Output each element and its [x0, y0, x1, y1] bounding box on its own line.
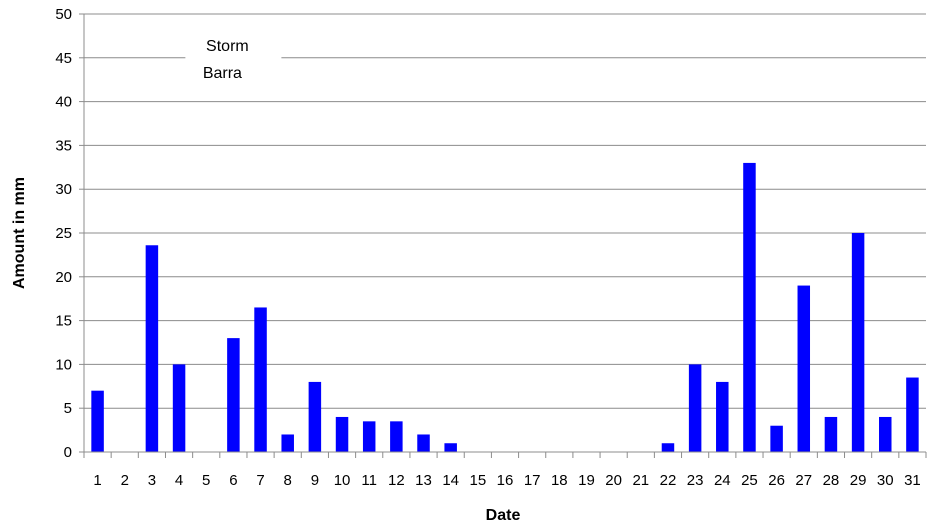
x-tick-label: 28: [823, 472, 840, 489]
bar-14: [444, 443, 457, 452]
y-tick-label: 5: [64, 400, 72, 417]
bars: [91, 162, 919, 453]
x-tick-label: 18: [551, 472, 568, 489]
x-tick-label: 6: [229, 472, 237, 489]
x-tick-label: 23: [687, 472, 704, 489]
storm-annotation: Storm Barra: [185, 31, 282, 84]
x-tick-label: 24: [714, 472, 731, 489]
bar-1: [91, 390, 104, 452]
x-tick-label: 19: [578, 472, 595, 489]
bar-8: [281, 434, 294, 452]
annotation-line-1: Storm: [206, 38, 249, 55]
y-tick-label: 40: [55, 94, 72, 111]
x-tick-label: 25: [741, 472, 758, 489]
bar-24: [716, 381, 729, 452]
x-tick-label: 9: [311, 472, 319, 489]
y-tick-label: 50: [55, 6, 72, 23]
y-tick-label: 35: [55, 137, 72, 154]
y-tick-label: 15: [55, 313, 72, 330]
y-tick-label: 25: [55, 225, 72, 242]
y-tick-label: 30: [55, 181, 72, 198]
x-tick-label: 8: [284, 472, 292, 489]
x-tick-label: 31: [904, 472, 921, 489]
bar-3: [145, 245, 159, 452]
bar-28: [824, 416, 838, 452]
bar-26: [770, 425, 783, 452]
x-tick-label: 2: [121, 472, 129, 489]
bar-10: [335, 416, 349, 452]
x-tick-label: 12: [388, 472, 405, 489]
bar-30: [879, 416, 892, 452]
x-axis-title: Date: [486, 507, 521, 524]
bar-11: [362, 421, 376, 452]
x-tick-label: 1: [93, 472, 101, 489]
x-tick-label: 20: [605, 472, 622, 489]
x-tick-label: 17: [524, 472, 541, 489]
bar-22: [661, 443, 675, 452]
bar-23: [688, 364, 702, 452]
x-tick-label: 15: [469, 472, 486, 489]
gridlines: [84, 13, 926, 409]
y-tick-labels: 0 5 10 15 20 25 30 35 40 45 50: [55, 6, 84, 461]
x-tick-label: 3: [148, 472, 156, 489]
annotation-background: [185, 31, 282, 84]
annotation-line-2: Barra: [203, 65, 242, 82]
bar-29: [851, 233, 865, 452]
x-tick-label: 11: [361, 472, 377, 489]
x-tick-label: 10: [334, 472, 351, 489]
x-tick-labels: 1 2 3 4 5 6 7 8 9 10 11 12 13 14 15 16 17 18 19 20 21 22 23 24 2…: [83, 452, 927, 489]
bar-25: [743, 162, 756, 453]
y-tick-label: 20: [55, 269, 72, 286]
y-tick-label: 10: [55, 356, 72, 373]
y-tick-label: 0: [64, 444, 72, 461]
x-tick-label: 29: [850, 472, 867, 489]
x-tick-label: 7: [256, 472, 264, 489]
bar-9: [308, 381, 322, 452]
y-tick-label: 45: [55, 50, 72, 67]
x-tick-label: 26: [768, 472, 785, 489]
x-tick-label: 5: [202, 472, 210, 489]
bar-6: [227, 338, 240, 452]
bar-4: [172, 364, 186, 452]
x-tick-label: 22: [660, 472, 677, 489]
x-tick-label: 14: [442, 472, 459, 489]
x-tick-label: 16: [497, 472, 514, 489]
x-tick-label: 4: [175, 472, 183, 489]
x-tick-label: 13: [415, 472, 432, 489]
bar-27: [797, 285, 811, 452]
x-tick-label: 27: [795, 472, 812, 489]
x-tick-label: 30: [877, 472, 894, 489]
bar-12: [390, 421, 403, 452]
y-axis-title: Amount in mm: [11, 177, 28, 289]
bar-31: [906, 377, 919, 452]
bar-13: [417, 434, 430, 452]
x-tick-label: 21: [632, 472, 649, 489]
bar-7: [254, 307, 267, 452]
